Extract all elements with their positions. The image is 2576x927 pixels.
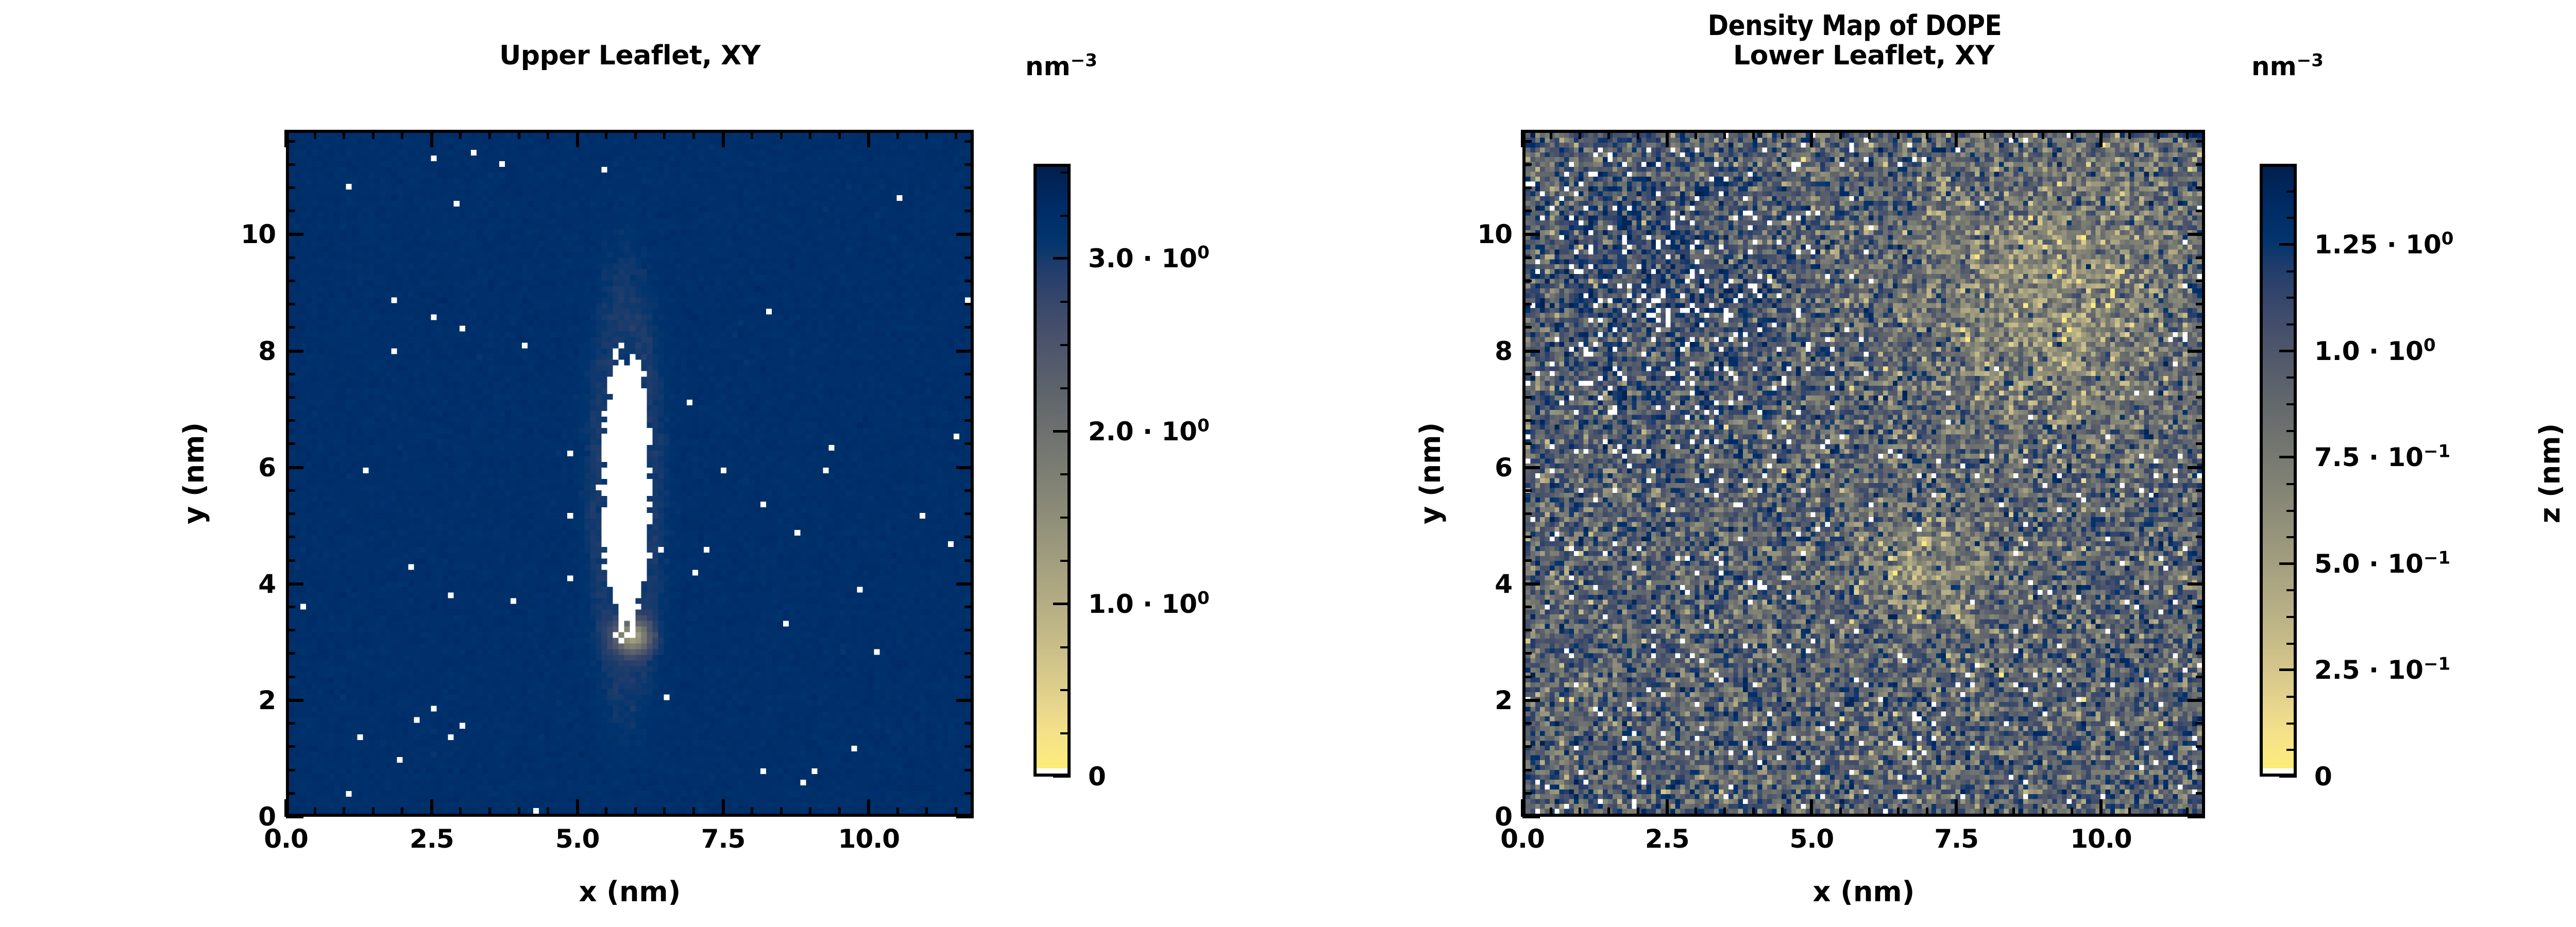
colorbar-under-color-panel2 [2263,768,2294,774]
heatmap-upper-leaflet [286,130,974,817]
panel-title-lower-leaflet: Lower Leaflet, XY [1733,40,1995,71]
colorbar-strip-panel1 [1033,164,1071,777]
colorbar-gradient-panel1 [1037,167,1067,774]
colorbar-unit-panel2: nm−3 [2251,50,2324,81]
xaxis-label-panel1: x (nm) [579,876,681,908]
colorbar-strip-panel2 [2260,164,2297,777]
colorbar-unit-panel1: nm−3 [1025,50,1097,81]
yaxis-label-panel3: z (nm) [2534,423,2566,524]
panel-upper-leaflet-xy: Upper Leaflet, XY x (nm) y (nm) nm−3 [0,0,1236,927]
colorbar-under-color-panel1 [1037,768,1067,774]
xaxis-label-panel2: x (nm) [1812,876,1915,908]
heatmap-lower-leaflet [1522,130,2205,817]
colorbar-gradient-panel2 [2263,167,2294,774]
figure-suptitle: Density Map of DOPE [1707,9,2002,42]
panel-title-upper-leaflet: Upper Leaflet, XY [499,40,760,71]
